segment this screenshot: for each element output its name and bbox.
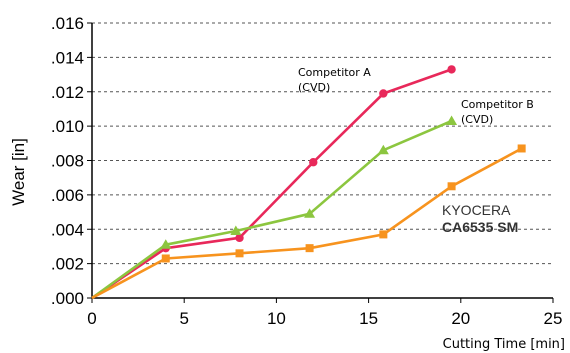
competitor-a-label-line: Competitor A bbox=[298, 66, 371, 79]
competitor-a-data-point bbox=[379, 89, 388, 98]
competitor-b-data-point bbox=[377, 144, 389, 155]
kyocera-data-point bbox=[517, 144, 526, 153]
competitor-a-data-point bbox=[309, 158, 318, 167]
competitor-b-label-line: (CVD) bbox=[461, 113, 493, 126]
competitor-b-data-point bbox=[446, 115, 458, 125]
y-tick-label: .000 bbox=[51, 289, 84, 308]
kyocera-data-point bbox=[305, 244, 314, 253]
y-tick-label: .016 bbox=[51, 14, 84, 33]
x-tick-label: 10 bbox=[267, 309, 286, 328]
grid-layer bbox=[92, 22, 553, 265]
y-tick-label: .014 bbox=[51, 48, 84, 67]
kyocera-data-point bbox=[161, 254, 170, 263]
competitor-a-data-point bbox=[235, 233, 244, 243]
x-axis-title: Cutting Time [min] bbox=[443, 337, 565, 352]
kyocera-label-line: KYOCERA bbox=[442, 202, 511, 218]
competitor-b-data-point bbox=[160, 239, 172, 249]
competitor-a-series-line bbox=[91, 68, 453, 300]
x-tick-label: 25 bbox=[544, 309, 563, 328]
axes-layer: .000 .002 .004 .006 .008 .010 .012 .014 .016 0 5 10… bbox=[51, 14, 563, 328]
labels-layer: Competitor A (CVD) Competitor B (CVD) KYOCER… bbox=[298, 66, 534, 235]
kyocera-label-line: CA6535 SM bbox=[442, 219, 518, 235]
y-tick-label: .010 bbox=[51, 117, 84, 136]
y-tick-label: .012 bbox=[51, 83, 84, 102]
x-tick-label: 5 bbox=[179, 309, 188, 328]
kyocera-data-point bbox=[235, 249, 244, 258]
y-tick-label: .002 bbox=[51, 255, 84, 274]
y-tick-label: .006 bbox=[51, 186, 84, 205]
series-layer bbox=[91, 65, 526, 300]
y-tick-label: .004 bbox=[51, 220, 84, 239]
competitor-a-label-line: (CVD) bbox=[298, 81, 330, 94]
y-tick-label: .008 bbox=[51, 152, 84, 171]
kyocera-data-point bbox=[379, 230, 388, 239]
kyocera-data-point bbox=[447, 182, 456, 191]
y-axis-title: Wear [in] bbox=[9, 138, 28, 206]
competitor-b-data-point bbox=[230, 225, 242, 235]
competitor-b-series-line bbox=[91, 119, 453, 300]
competitor-b-data-point bbox=[304, 208, 316, 218]
competitor-a-data-point bbox=[447, 65, 456, 74]
competitor-b-label-line: Competitor B bbox=[461, 98, 534, 111]
x-tick-label: 15 bbox=[359, 309, 378, 328]
x-tick-label: 20 bbox=[451, 309, 470, 328]
x-tick-label: 0 bbox=[87, 309, 96, 328]
